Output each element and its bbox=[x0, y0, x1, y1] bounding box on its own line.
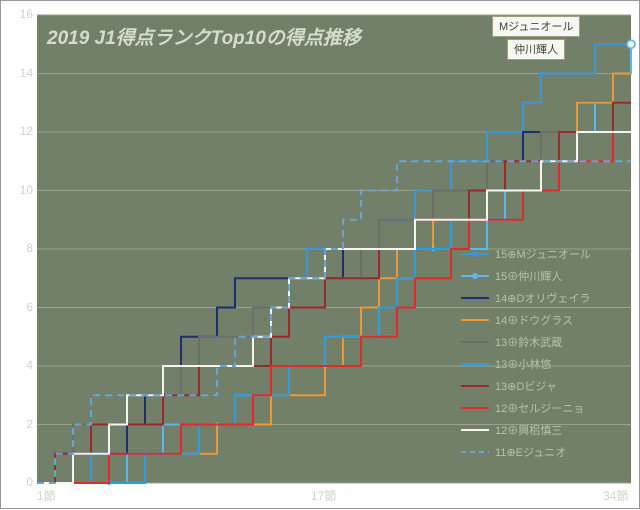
chart-title: 2019 J1得点ランクTop10の得点推移 bbox=[47, 23, 361, 50]
legend-item: 12⊕セルジーニョ bbox=[461, 397, 591, 419]
legend-swatch bbox=[461, 447, 489, 457]
legend-label: 12⊕セルジーニョ bbox=[495, 400, 584, 416]
y-tick: 16 bbox=[7, 7, 33, 21]
legend-label: 13⊕小林悠 bbox=[495, 356, 551, 372]
legend-swatch bbox=[461, 359, 489, 369]
legend-item: 14⊕ドウグラス bbox=[461, 309, 591, 331]
legend-item: 13⊕鈴木武蔵 bbox=[461, 331, 591, 353]
y-tick: 0 bbox=[7, 475, 33, 489]
legend-item: 15⊕Mジュニオール bbox=[461, 243, 591, 265]
chart-frame: 2019 J1得点ランクTop10の得点推移 Mジュニオール仲川輝人 15⊕Mジ… bbox=[0, 0, 640, 509]
legend-label: 14⊕ドウグラス bbox=[495, 312, 573, 328]
legend-item: 12⊕興梠慎三 bbox=[461, 419, 591, 441]
y-tick: 10 bbox=[7, 183, 33, 197]
legend-label: 13⊕鈴木武蔵 bbox=[495, 334, 562, 350]
legend-label: 15⊕仲川輝人 bbox=[495, 268, 562, 284]
legend-label: 13⊕Dビジャ bbox=[495, 378, 557, 394]
legend: 15⊕Mジュニオール 15⊕仲川輝人 14⊕Dオリヴェイラ 14⊕ドウグラス 13⊕鈴木… bbox=[461, 243, 591, 463]
x-tick: 1節 bbox=[37, 487, 56, 504]
legend-swatch bbox=[461, 403, 489, 413]
legend-item: 13⊕Dビジャ bbox=[461, 375, 591, 397]
legend-item: 13⊕小林悠 bbox=[461, 353, 591, 375]
legend-swatch bbox=[461, 271, 489, 281]
legend-label: 12⊕興梠慎三 bbox=[495, 422, 562, 438]
y-tick: 14 bbox=[7, 66, 33, 80]
callout-label: 仲川輝人 bbox=[507, 39, 565, 60]
legend-swatch bbox=[461, 381, 489, 391]
legend-label: 14⊕Dオリヴェイラ bbox=[495, 290, 590, 306]
legend-swatch bbox=[461, 293, 489, 303]
legend-label: 11⊕Eジュニオ bbox=[495, 444, 566, 460]
x-tick: 34節 bbox=[603, 487, 628, 504]
y-tick: 8 bbox=[7, 241, 33, 255]
legend-swatch bbox=[461, 315, 489, 325]
y-tick: 2 bbox=[7, 417, 33, 431]
legend-swatch bbox=[461, 337, 489, 347]
y-tick: 6 bbox=[7, 300, 33, 314]
legend-swatch bbox=[461, 249, 489, 259]
y-tick: 4 bbox=[7, 358, 33, 372]
legend-swatch bbox=[461, 425, 489, 435]
legend-item: 14⊕Dオリヴェイラ bbox=[461, 287, 591, 309]
legend-item: 15⊕仲川輝人 bbox=[461, 265, 591, 287]
y-tick: 12 bbox=[7, 124, 33, 138]
callout-label: Mジュニオール bbox=[492, 16, 580, 37]
x-tick: 17節 bbox=[311, 487, 336, 504]
legend-label: 15⊕Mジュニオール bbox=[495, 246, 591, 262]
legend-item: 11⊕Eジュニオ bbox=[461, 441, 591, 463]
